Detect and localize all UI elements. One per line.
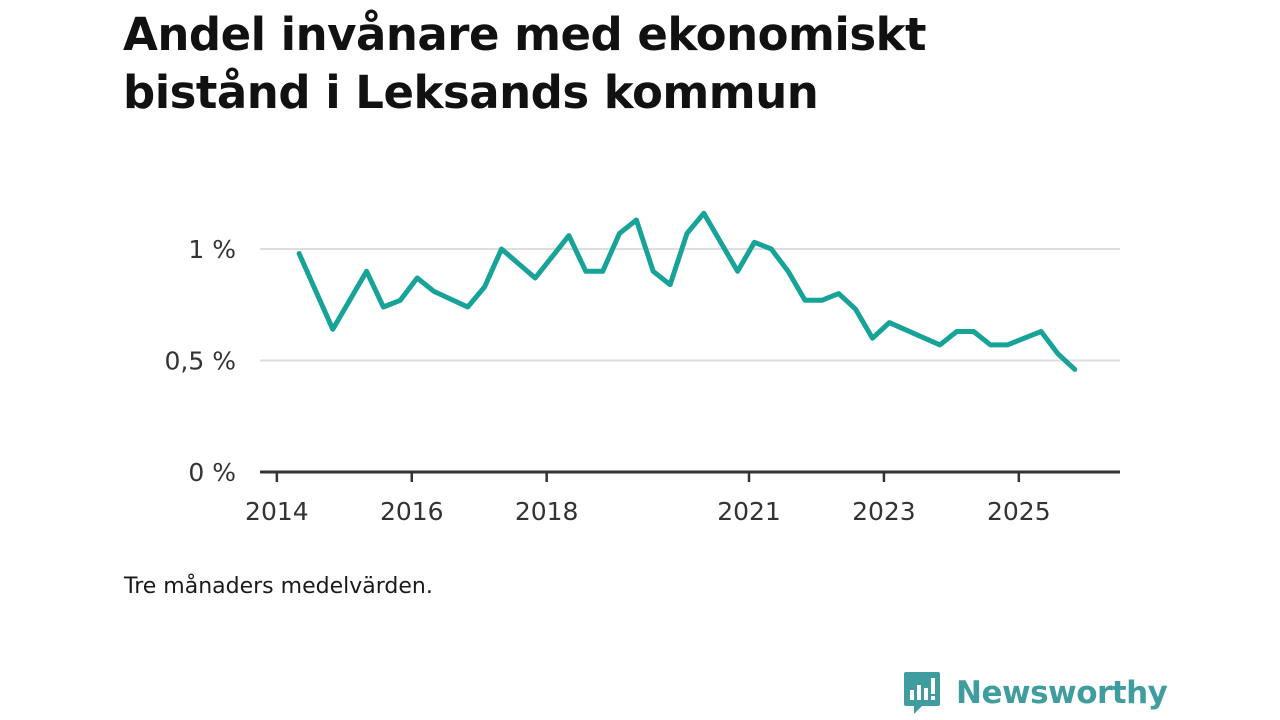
newsworthy-logo-icon bbox=[904, 672, 940, 714]
brand-logo-group: Newsworthy bbox=[902, 670, 1168, 716]
brand-name: Newsworthy bbox=[956, 675, 1168, 711]
series-layer bbox=[296, 210, 1078, 372]
x-tick-label: 2014 bbox=[245, 497, 309, 526]
x-tick-label: 2016 bbox=[380, 497, 444, 526]
series-line bbox=[296, 210, 1078, 372]
x-tick-label: 2018 bbox=[515, 497, 579, 526]
y-tick-label: 0 % bbox=[188, 458, 236, 487]
x-tick-label: 2025 bbox=[987, 497, 1051, 526]
gridlines bbox=[260, 248, 1120, 362]
chart-footnote: Tre månaders medelvärden. bbox=[124, 574, 433, 599]
x-axis-tick-labels: 2014 2016 2018 2021 2023 2025 bbox=[245, 497, 1051, 526]
chart-title: Andel invånare med ekonomiskt bistånd i … bbox=[123, 8, 927, 119]
x-tick-label: 2023 bbox=[852, 497, 916, 526]
y-tick-label: 0,5 % bbox=[165, 347, 236, 376]
y-axis-tick-labels: 0 % 0,5 % 1 % bbox=[165, 235, 236, 487]
y-tick-label: 1 % bbox=[188, 235, 236, 264]
x-axis bbox=[260, 470, 1120, 482]
x-tick-label: 2021 bbox=[717, 497, 781, 526]
